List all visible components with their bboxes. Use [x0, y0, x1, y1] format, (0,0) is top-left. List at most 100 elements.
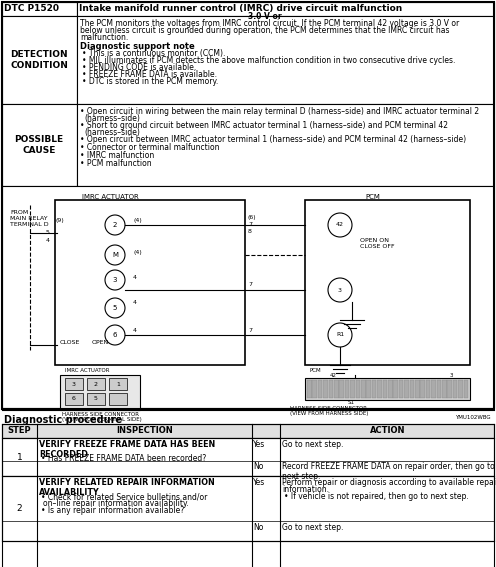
Text: No: No [253, 523, 263, 532]
Text: POSSIBLE
CAUSE: POSSIBLE CAUSE [14, 136, 63, 155]
Text: Go to next step.: Go to next step. [282, 523, 343, 532]
Text: VERIFY FREEZE FRAME DATA HAS BEEN
RECORDED: VERIFY FREEZE FRAME DATA HAS BEEN RECORD… [39, 440, 215, 459]
Text: OPEN ON
CLOSE OFF: OPEN ON CLOSE OFF [360, 238, 395, 249]
Text: • If vehicle is not repaired, then go to next step.: • If vehicle is not repaired, then go to… [284, 492, 469, 501]
Bar [436, 380, 441, 398]
Text: • PENDING CODE is available.: • PENDING CODE is available. [82, 63, 196, 72]
Text: 3: 3 [113, 277, 117, 283]
Bar [393, 380, 398, 398]
Text: 1: 1 [116, 382, 120, 387]
Text: 7: 7 [248, 282, 252, 287]
Bar [2, 476, 494, 541]
Text: S1: S1 [348, 400, 355, 405]
Circle shape [105, 215, 125, 235]
Text: IMRC ACTUATOR: IMRC ACTUATOR [82, 194, 139, 200]
Text: • Open circuit between IMRC actuator terminal 1 (harness–side) and PCM terminal : • Open circuit between IMRC actuator ter… [80, 135, 466, 144]
Text: The PCM monitors the voltages from IMRC control circuit. If the PCM terminal 42 : The PCM monitors the voltages from IMRC … [80, 19, 459, 28]
Text: FROM
MAIN RELAY
TERMINAL D: FROM MAIN RELAY TERMINAL D [10, 210, 49, 227]
Bar [305, 378, 470, 400]
Bar [312, 380, 317, 398]
Text: R1: R1 [336, 332, 344, 337]
Bar [388, 380, 392, 398]
Circle shape [105, 298, 125, 318]
Text: 42: 42 [336, 222, 344, 227]
Bar [339, 380, 344, 398]
Text: DTC P1520: DTC P1520 [4, 4, 59, 13]
Bar [356, 380, 360, 398]
Bar [442, 380, 446, 398]
Text: 5: 5 [113, 305, 117, 311]
Text: Yes: Yes [253, 440, 265, 449]
Bar [399, 380, 403, 398]
Bar [2, 438, 494, 476]
Bar [372, 380, 376, 398]
Bar [447, 380, 452, 398]
Bar [426, 380, 431, 398]
Bar [361, 380, 366, 398]
Text: Diagnostic procedure: Diagnostic procedure [4, 415, 122, 425]
Text: Intake manifold runner control (IMRC) drive circuit malfunction: Intake manifold runner control (IMRC) dr… [79, 4, 402, 13]
Text: IMRC ACTUATOR: IMRC ACTUATOR [65, 368, 110, 373]
Text: 3: 3 [450, 373, 453, 378]
Text: 4: 4 [46, 238, 50, 243]
Bar [109, 393, 127, 405]
Text: (VIEW FROM TERMINAL SIDE): (VIEW FROM TERMINAL SIDE) [62, 417, 142, 422]
Text: PCM: PCM [310, 368, 321, 373]
Bar [334, 380, 338, 398]
Text: M: M [112, 252, 118, 258]
Circle shape [328, 323, 352, 347]
Text: (6): (6) [248, 215, 256, 220]
Text: • Connector or terminal malfunction: • Connector or terminal malfunction [80, 143, 220, 152]
Text: • DTC is stored in the PCM memory.: • DTC is stored in the PCM memory. [82, 77, 218, 86]
Text: 5: 5 [46, 230, 50, 235]
Bar [2, 424, 494, 438]
Text: 2: 2 [113, 222, 117, 228]
Bar [464, 380, 468, 398]
Text: 4: 4 [133, 300, 137, 305]
Bar [382, 380, 387, 398]
Text: CLOSE: CLOSE [60, 340, 80, 345]
Bar [77, 104, 494, 186]
Bar [323, 380, 328, 398]
Bar [55, 200, 245, 365]
Text: Go to next step.: Go to next step. [282, 440, 343, 449]
Bar [410, 380, 414, 398]
Text: Perform repair or diagnosis according to available repair: Perform repair or diagnosis according to… [282, 478, 496, 487]
Text: No: No [253, 462, 263, 471]
Text: (VIEW FROM HARNESS SIDE): (VIEW FROM HARNESS SIDE) [290, 411, 369, 416]
Text: 3: 3 [338, 287, 342, 293]
Bar [77, 2, 494, 16]
Text: (9): (9) [56, 218, 65, 223]
Bar [77, 16, 494, 104]
Text: • Check for related Service bulletins and/or: • Check for related Service bulletins an… [41, 492, 207, 501]
Text: • MIL illuminates if PCM detects the above malfunction condition in two consecut: • MIL illuminates if PCM detects the abo… [82, 56, 455, 65]
Circle shape [105, 245, 125, 265]
Text: 2: 2 [17, 504, 22, 513]
Bar [377, 380, 382, 398]
Text: • Has FREEZE FRAME DATA been recorded?: • Has FREEZE FRAME DATA been recorded? [41, 454, 206, 463]
Bar [458, 380, 463, 398]
Circle shape [328, 213, 352, 237]
Text: Record FREEZE FRAME DATA on repair order, then go to
next step.: Record FREEZE FRAME DATA on repair order… [282, 462, 495, 481]
Bar [453, 380, 457, 398]
Text: YMU102WBG: YMU102WBG [455, 415, 491, 420]
Bar [65, 378, 83, 390]
Text: 8: 8 [248, 229, 252, 234]
Bar [2, 186, 494, 408]
Text: • This is a continuous monitor (CCM).: • This is a continuous monitor (CCM). [82, 49, 225, 58]
Text: 5: 5 [94, 396, 98, 401]
Text: VERIFY RELATED REPAIR INFORMATION
AVAILABILITY: VERIFY RELATED REPAIR INFORMATION AVAILA… [39, 478, 215, 497]
Bar [431, 380, 435, 398]
Bar [305, 200, 470, 365]
Text: (harness–side): (harness–side) [84, 128, 140, 137]
Text: ACTION: ACTION [370, 426, 406, 435]
Bar [345, 380, 349, 398]
Bar [2, 104, 77, 186]
Text: OPEN: OPEN [92, 340, 109, 345]
Bar [318, 380, 322, 398]
Text: DETECTION
CONDITION: DETECTION CONDITION [10, 50, 68, 70]
Text: 6: 6 [113, 332, 117, 338]
Text: 7: 7 [248, 222, 252, 227]
Text: below unless circuit is grounded during operation, the PCM determines that the I: below unless circuit is grounded during … [80, 26, 449, 35]
Text: malfunction.: malfunction. [80, 33, 128, 42]
